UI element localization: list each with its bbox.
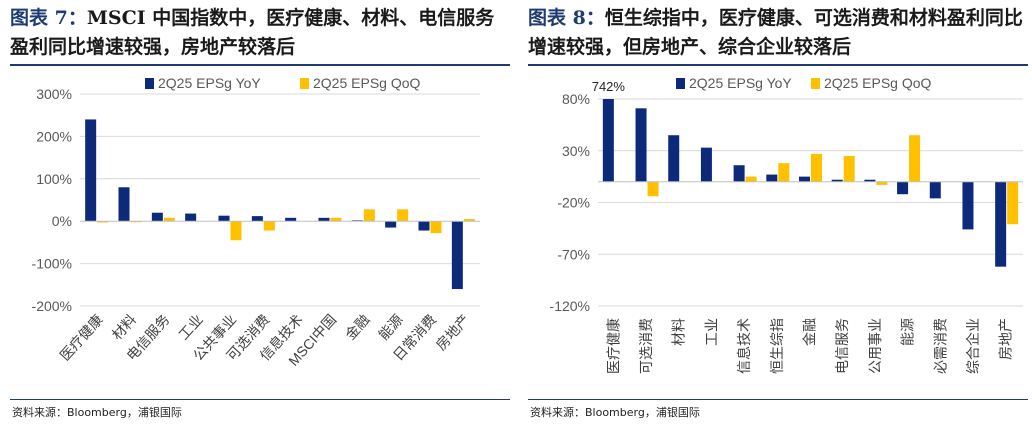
right-bar-yoy (897, 181, 909, 195)
left-bar-qoq (263, 221, 275, 231)
right-legend-swatch (811, 78, 820, 89)
right-category-label: 医疗健康 (605, 318, 621, 374)
left-bar-yoy (418, 221, 430, 231)
left-bar-yoy (185, 213, 197, 222)
left-ytick-label: 0% (52, 213, 72, 229)
left-category-label: 材料 (109, 311, 140, 343)
right-legend-swatch (676, 78, 685, 89)
left-bar-yoy (451, 221, 463, 290)
right-bar-qoq (843, 155, 855, 182)
left-bar-yoy (251, 216, 263, 222)
right-bar-qoq (1007, 181, 1019, 225)
right-category-label: 金融 (802, 318, 818, 346)
right-bar-yoy (864, 179, 876, 182)
right-bar-yoy (635, 108, 647, 182)
right-ytick-label: -70% (557, 246, 590, 262)
right-category-label: 信息技术 (736, 318, 752, 374)
chart-title-right: 图表 8：恒生综指中，医疗健康、可选消费和材料盈利同比增速较强，但房地产、综合企… (528, 4, 1028, 62)
right-bar-qoq (647, 181, 659, 197)
right-bar-qoq (876, 181, 888, 185)
right-bar-yoy (962, 181, 974, 230)
right-ytick-label: -20% (557, 195, 590, 211)
left-category-label: 金融 (342, 311, 373, 343)
right-bar-qoq (811, 153, 822, 182)
source-note-right: 资料来源：Bloomberg，浦银国际 (530, 406, 700, 419)
right-category-label: 可选消费 (638, 318, 654, 374)
right-bar-yoy (766, 174, 778, 182)
left-bar-yoy (85, 119, 97, 222)
right-bar-yoy (733, 165, 745, 182)
right-ytick-label: 80% (562, 91, 590, 107)
right-legend-label: 2Q25 EPSg YoY (689, 75, 792, 91)
left-ytick-label: -100% (32, 256, 72, 272)
left-bar-yoy (285, 217, 297, 222)
left-bar-qoq (230, 221, 242, 241)
left-bar-qoq (163, 217, 175, 222)
source-note-left: 资料来源：Bloomberg，浦银国际 (12, 406, 182, 419)
left-ytick-label: 300% (36, 86, 72, 102)
right-ytick-label: 30% (562, 143, 590, 159)
right-legend-label: 2Q25 EPSg QoQ (824, 75, 932, 91)
right-bar-qoq (909, 135, 921, 182)
right-category-label: 房地产 (998, 318, 1014, 360)
left-bar-yoy (151, 212, 163, 222)
left-bar-yoy (218, 215, 230, 222)
right-category-label: 能源 (900, 318, 916, 346)
right-category-label: 工业 (703, 318, 719, 346)
left-bar-qoq (463, 219, 475, 222)
left-bar-qoq (430, 221, 442, 234)
left-bar-yoy (318, 217, 330, 222)
title-rule-right (528, 64, 1028, 66)
figure-label-left: 图表 7： (10, 7, 87, 29)
left-bar-qoq (397, 209, 409, 222)
right-bar-yoy (668, 135, 680, 182)
left-bar-qoq (330, 217, 342, 222)
figure-label-right: 图表 8： (528, 7, 605, 29)
left-category-label: 工业 (175, 311, 206, 343)
right-bar-yoy (831, 179, 843, 182)
right-bar-yoy (929, 181, 941, 199)
right-bar-yoy (799, 176, 810, 182)
right-bar-yoy (602, 99, 614, 182)
figure-title-text-left: MSCI 中国指数中，医疗健康、材料、电信服务盈利同比增速较强，房地产较落后 (10, 7, 495, 58)
right-ytick-label: -120% (550, 298, 590, 314)
left-ytick-label: -200% (32, 298, 72, 314)
right-category-label: 必需消费 (932, 318, 948, 374)
left-bar-yoy (385, 221, 397, 228)
right-category-label: 恒生综指 (769, 318, 785, 374)
left-legend-label: 2Q25 EPSg QoQ (313, 75, 421, 91)
left-ytick-label: 200% (36, 128, 72, 144)
left-category-label: 能源 (375, 311, 406, 343)
chart-right: 80% 30% -20% -70% -120% 医疗健康 可选消费 材料 工业 信息技术 恒生综指 金… (550, 75, 1023, 374)
source-rule-right (528, 399, 1028, 400)
left-bar-yoy (118, 187, 130, 222)
right-bar-qoq (778, 163, 790, 182)
left-legend-swatch (145, 78, 154, 89)
right-data-label: 742% (592, 79, 626, 94)
figure-title-text-right: 恒生综指中，医疗健康、可选消费和材料盈利同比增速较强，但房地产、综合企业较落后 (528, 7, 1023, 58)
right-bar-qoq (745, 176, 757, 182)
title-rule-left (10, 64, 510, 66)
left-category-label: 医疗健康 (57, 311, 106, 363)
left-legend-label: 2Q25 EPSg YoY (158, 75, 261, 91)
chart-title-left: 图表 7：MSCI 中国指数中，医疗健康、材料、电信服务盈利同比增速较强，房地产… (10, 4, 510, 62)
left-bar-qoq (363, 209, 375, 222)
panel-left: 图表 7：MSCI 中国指数中，医疗健康、材料、电信服务盈利同比增速较强，房地产… (10, 0, 510, 425)
right-category-label: 材料 (671, 318, 687, 346)
right-category-label: 综合企业 (965, 318, 981, 374)
right-category-label: 电信服务 (834, 318, 850, 374)
left-legend-swatch (300, 78, 309, 89)
right-bar-yoy (995, 181, 1007, 267)
right-bar-yoy (700, 147, 712, 182)
right-category-label: 公用事业 (867, 318, 883, 374)
left-bar-qoq (97, 221, 109, 223)
source-rule-left (10, 399, 510, 400)
left-category-label: 房地产 (433, 311, 473, 353)
left-ytick-label: 100% (36, 171, 72, 187)
panel-right: 图表 8：恒生综指中，医疗健康、可选消费和材料盈利同比增速较强，但房地产、综合企… (528, 0, 1028, 425)
